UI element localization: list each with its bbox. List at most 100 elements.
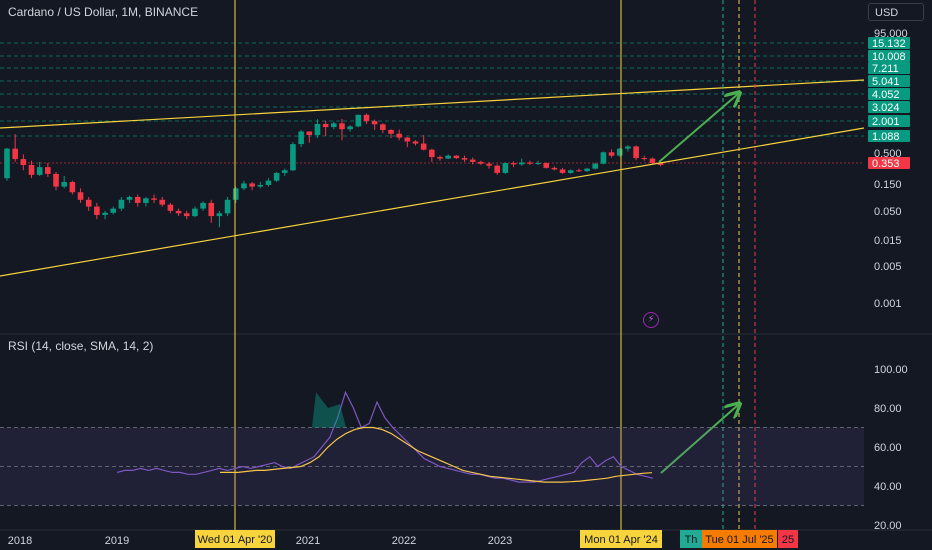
candle-body — [371, 121, 378, 125]
candle-body — [61, 182, 67, 187]
candle-body — [94, 206, 100, 215]
date-label-text: Tue 01 Jul '25 — [705, 534, 773, 546]
price-level-badge — [868, 101, 910, 113]
date-label-text: Wed 01 Apr '20 — [198, 534, 273, 546]
candle-body — [380, 124, 386, 130]
candle-body — [232, 188, 239, 200]
rsi-sma-line — [220, 426, 653, 483]
candle-body — [616, 148, 623, 156]
candle-body — [4, 148, 10, 179]
candle-body — [429, 149, 435, 158]
candle-body — [453, 155, 460, 159]
candle-body — [306, 131, 313, 136]
candle-body — [641, 158, 648, 160]
candle-body — [567, 170, 574, 173]
chart-title: Cardano / US Dollar, 1M, BINANCE — [8, 5, 199, 19]
candle-body — [241, 183, 247, 189]
candle-body — [134, 196, 141, 203]
projection-arrow — [658, 94, 738, 163]
date-label-text: 25 — [782, 534, 794, 546]
price-level-badge — [868, 115, 910, 127]
price-level-label: 4.052 — [872, 89, 900, 101]
candle-body — [69, 182, 76, 193]
price-level-label: 3.024 — [872, 102, 900, 114]
price-axis-tick: 0.015 — [874, 235, 902, 247]
candle-body — [249, 183, 255, 187]
candle-body — [486, 163, 492, 166]
candle-body — [445, 155, 451, 159]
date-label-text: Th — [685, 534, 698, 546]
currency-selector[interactable]: USD — [868, 3, 924, 21]
candle-body — [657, 163, 664, 166]
candle-body — [518, 162, 525, 165]
date-label-badge — [778, 530, 798, 548]
rsi-axis-tick: 100.00 — [874, 364, 908, 376]
candle-body — [412, 141, 419, 144]
candle-body — [649, 158, 656, 164]
price-level-badge — [868, 50, 910, 62]
price-level-label: 2.001 — [872, 116, 900, 128]
time-axis-tick: 2023 — [488, 535, 512, 547]
projection-arrow — [660, 405, 738, 474]
candle-body — [543, 163, 550, 168]
price-level-badge — [868, 62, 910, 74]
date-label-text: Mon 01 Apr '24 — [584, 534, 658, 546]
candle-body — [77, 192, 84, 200]
candle-body — [363, 114, 370, 122]
price-level-badge — [868, 88, 910, 100]
date-label-badge — [702, 530, 777, 548]
candle-body — [502, 163, 509, 173]
time-axis-tick: 2022 — [392, 535, 416, 547]
date-label-badge — [195, 530, 275, 548]
price-level-label: 0.353 — [872, 158, 900, 170]
candle-body — [494, 165, 500, 173]
candle-body — [396, 133, 402, 138]
candle-body — [224, 199, 231, 214]
lightning-icon[interactable]: ⚡ — [643, 312, 659, 328]
candle-body — [559, 169, 566, 173]
candle-body — [102, 212, 108, 215]
candle-body — [143, 198, 149, 203]
candle-body — [85, 199, 92, 207]
candle-body — [151, 198, 157, 200]
price-level-badge — [868, 130, 910, 142]
time-axis-tick: 2018 — [8, 535, 32, 547]
candle-body — [290, 144, 296, 171]
price-level-label: 1.088 — [872, 131, 900, 143]
price-level-label: 7.211 — [872, 63, 899, 75]
rsi-axis-tick: 20.00 — [874, 520, 902, 532]
price-level-badge — [868, 37, 910, 49]
price-level-badge — [868, 75, 910, 87]
candle-body — [167, 204, 174, 211]
candle-body — [110, 208, 117, 213]
candle-body — [600, 152, 607, 164]
candle-body — [200, 202, 206, 209]
candle-body — [53, 173, 59, 187]
candle-body — [388, 129, 394, 134]
candle-body — [527, 162, 533, 164]
price-level-label: 15.132 — [872, 38, 906, 50]
candle-body — [461, 158, 468, 160]
candle-body — [510, 163, 517, 165]
candle-body — [437, 157, 443, 159]
rsi-axis-tick: 80.00 — [874, 403, 902, 415]
price-axis-tick: 0.150 — [874, 179, 902, 191]
rsi-title: RSI (14, close, SMA, 14, 2) — [8, 339, 154, 353]
candle-body — [535, 163, 541, 165]
candle-body — [298, 131, 304, 145]
time-axis-tick: 2021 — [296, 535, 320, 547]
price-axis-tick: 0.001 — [874, 298, 902, 310]
candle-body — [20, 159, 27, 166]
candle-body — [126, 196, 133, 200]
candle-body — [208, 202, 215, 217]
candle-body — [331, 123, 337, 128]
time-axis-tick: 2019 — [105, 535, 129, 547]
candle-body — [420, 143, 427, 150]
candle-body — [45, 167, 51, 174]
candle-body — [478, 161, 484, 164]
candle-body — [12, 148, 18, 160]
candle-body — [404, 137, 411, 142]
candle-body — [192, 208, 198, 217]
date-label-badge — [580, 530, 662, 548]
